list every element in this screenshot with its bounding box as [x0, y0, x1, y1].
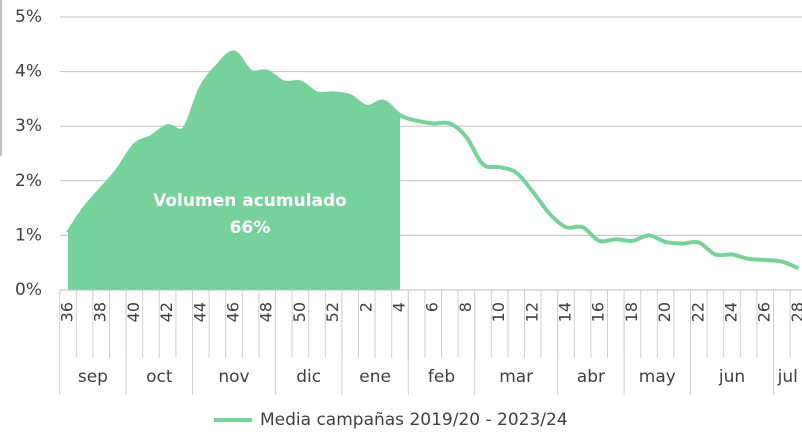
annotation: 66% [230, 218, 271, 238]
x-tick-label: 14 [556, 302, 575, 322]
x-tick-label: 40 [124, 302, 143, 322]
legend-label: Media campañas 2019/20 - 2023/24 [260, 410, 568, 430]
month-label: feb [428, 367, 455, 387]
month-label: jul [777, 367, 798, 387]
line [66, 50, 800, 271]
x-tick-label: 26 [755, 302, 774, 322]
x-tick-label: 42 [157, 302, 176, 322]
x-tick-label: 12 [522, 302, 541, 322]
month-label: mar [499, 367, 533, 387]
month-label: may [639, 367, 676, 387]
x-tick-label: 22 [688, 302, 707, 322]
y-tick-label: 5% [15, 7, 42, 27]
x-tick-label: 48 [257, 302, 276, 322]
x-tick-label: 24 [722, 302, 741, 322]
y-tick-label: 2% [15, 171, 42, 191]
month-label: jun [718, 367, 745, 387]
month-label: sep [78, 367, 108, 387]
month-label: nov [218, 367, 249, 387]
x-tick-label: 10 [489, 302, 508, 322]
x-tick-label: 8 [456, 302, 475, 312]
x-tick-label: 52 [323, 302, 342, 322]
y-tick-label: 0% [15, 280, 42, 300]
x-tick-label: 20 [655, 302, 674, 322]
x-tick-label: 4 [390, 302, 409, 312]
x-tick-label: 28 [788, 302, 802, 322]
x-tick-label: 38 [91, 302, 110, 322]
month-label: ene [359, 367, 391, 387]
x-tick-label: 18 [622, 302, 641, 322]
annotation: Volumen acumulado [153, 191, 347, 211]
x-tick-label: 6 [423, 302, 442, 312]
x-tick-label: 46 [224, 302, 243, 322]
x-tick-label: 44 [190, 302, 209, 322]
y-tick-label: 1% [15, 225, 42, 245]
y-tick-label: 3% [15, 116, 42, 136]
x-tick-label: 36 [58, 302, 77, 322]
month-label: dic [296, 367, 321, 387]
x-tick-label: 2 [356, 302, 375, 312]
shaded-area [68, 52, 400, 290]
x-tick-label: 16 [589, 302, 608, 322]
month-label: oct [146, 367, 173, 387]
x-tick-label: 50 [290, 302, 309, 322]
month-label: abr [577, 367, 605, 387]
y-tick-label: 4% [15, 62, 42, 82]
